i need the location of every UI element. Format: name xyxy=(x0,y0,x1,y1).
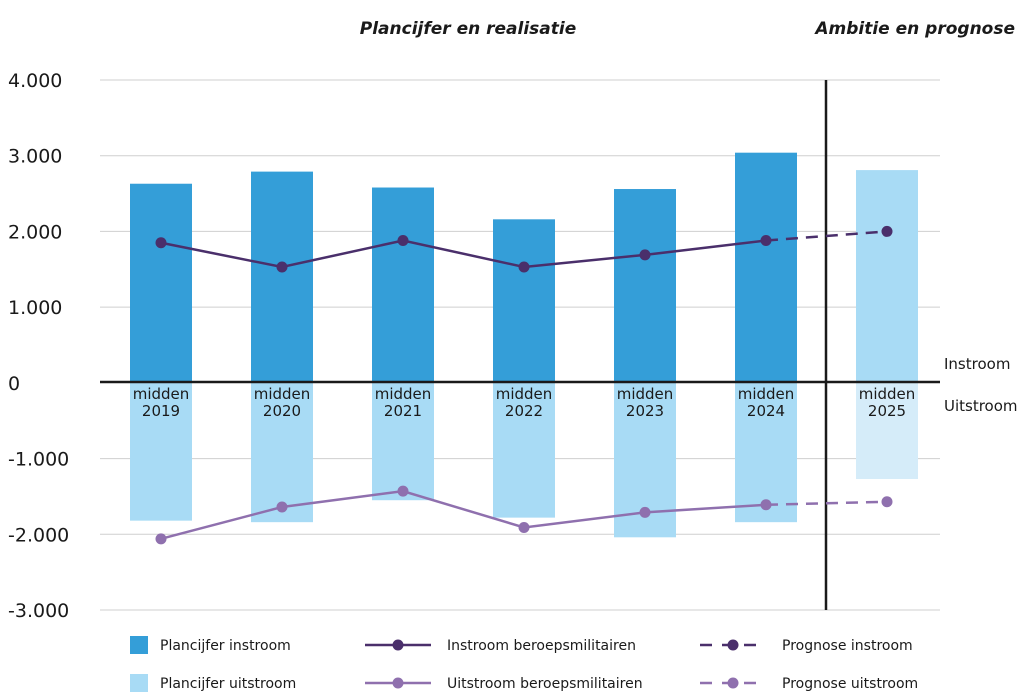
category-labels: midden2019midden2020midden2021midden2022… xyxy=(133,385,916,420)
legend-marker xyxy=(392,677,404,689)
section-title-left: Plancijfer en realisatie xyxy=(360,19,576,39)
side-label-instroom: Instroom xyxy=(944,355,1010,373)
bar-plancijfer-uitstroom xyxy=(372,382,434,501)
bar-plancijfer-uitstroom xyxy=(251,382,313,523)
legend-marker xyxy=(727,639,739,651)
bar-plancijfer-uitstroom xyxy=(493,382,555,518)
x-category-label: 2024 xyxy=(747,402,785,420)
prognose-instroom-point xyxy=(881,225,893,237)
x-category-label: midden xyxy=(738,385,795,403)
side-label-uitstroom: Uitstroom xyxy=(944,397,1018,415)
y-tick-label: 3.000 xyxy=(8,146,62,168)
legend-label: Uitstroom beroepsmilitairen xyxy=(447,676,643,692)
y-axis-ticks: 4.000 3.000 2.000 1.000 0 -1.000 -2.000 -3.000 xyxy=(8,70,69,622)
uitstroom-beroepsmilitairen-point xyxy=(518,521,530,533)
y-tick-label: -2.000 xyxy=(8,524,69,546)
y-tick-label: 1.000 xyxy=(8,297,62,319)
legend-label: Prognose uitstroom xyxy=(782,676,918,692)
instroom-beroepsmilitairen-point xyxy=(276,261,288,273)
x-category-label: 2023 xyxy=(626,402,664,420)
prognose-instroom-line xyxy=(765,230,888,242)
bar-plancijfer-uitstroom xyxy=(856,382,918,480)
uitstroom-beroepsmilitairen-point xyxy=(639,506,651,518)
x-category-label: midden xyxy=(859,385,916,403)
x-category-label: 2020 xyxy=(263,402,301,420)
uitstroom-beroepsmilitairen-line xyxy=(160,489,767,541)
x-category-label: midden xyxy=(496,385,553,403)
y-tick-label: 4.000 xyxy=(8,70,62,92)
prognose-uitstroom-line xyxy=(765,500,888,507)
bar-plancijfer-uitstroom xyxy=(735,382,797,523)
x-category-label: 2022 xyxy=(505,402,543,420)
uitstroom-beroepsmilitairen-point xyxy=(276,501,288,513)
uitstroom-beroepsmilitairen-point xyxy=(760,499,772,511)
x-category-label: midden xyxy=(254,385,311,403)
bars xyxy=(130,152,918,538)
instroom-beroepsmilitairen-point xyxy=(760,235,772,247)
uitstroom-beroepsmilitairen-point xyxy=(155,533,167,545)
bar-plancijfer-instroom xyxy=(614,189,676,383)
x-category-label: midden xyxy=(133,385,190,403)
legend-swatch xyxy=(130,636,148,654)
legend-label: Prognose instroom xyxy=(782,638,913,654)
section-title-right: Ambitie en prognose xyxy=(813,19,1015,39)
legend-label: Plancijfer uitstroom xyxy=(160,676,296,692)
series-lines xyxy=(155,225,893,545)
y-tick-label: -3.000 xyxy=(8,600,69,622)
x-category-label: 2019 xyxy=(142,402,180,420)
x-category-label: midden xyxy=(617,385,674,403)
bar-plancijfer-instroom xyxy=(493,219,555,383)
bar-plancijfer-instroom xyxy=(372,187,434,383)
instroom-beroepsmilitairen-point xyxy=(397,235,409,247)
bar-plancijfer-instroom xyxy=(735,152,797,383)
bar-plancijfer-instroom xyxy=(130,183,192,383)
instroom-beroepsmilitairen-point xyxy=(518,261,530,273)
y-tick-label: 2.000 xyxy=(8,221,62,243)
instroom-beroepsmilitairen-point xyxy=(155,237,167,249)
legend-marker xyxy=(392,639,404,651)
instroom-beroepsmilitairen-point xyxy=(639,249,651,261)
bar-plancijfer-instroom xyxy=(251,171,313,383)
prognose-uitstroom-point xyxy=(881,496,893,508)
legend-marker xyxy=(727,677,739,689)
uitstroom-beroepsmilitairen-point xyxy=(397,485,409,497)
y-tick-label: 0 xyxy=(8,373,20,395)
bar-plancijfer-instroom xyxy=(856,170,918,383)
instroom-beroepsmilitairen-line xyxy=(160,239,767,269)
y-tick-label: -1.000 xyxy=(8,449,69,471)
legend: Plancijfer instroom Plancijfer uitstroom I… xyxy=(130,636,918,692)
x-category-label: 2021 xyxy=(384,402,422,420)
legend-label: Plancijfer instroom xyxy=(160,638,291,654)
bar-plancijfer-uitstroom xyxy=(130,382,192,521)
legend-swatch xyxy=(130,674,148,692)
legend-label: Instroom beroepsmilitairen xyxy=(447,638,636,654)
x-category-label: 2025 xyxy=(868,402,906,420)
x-category-label: midden xyxy=(375,385,432,403)
